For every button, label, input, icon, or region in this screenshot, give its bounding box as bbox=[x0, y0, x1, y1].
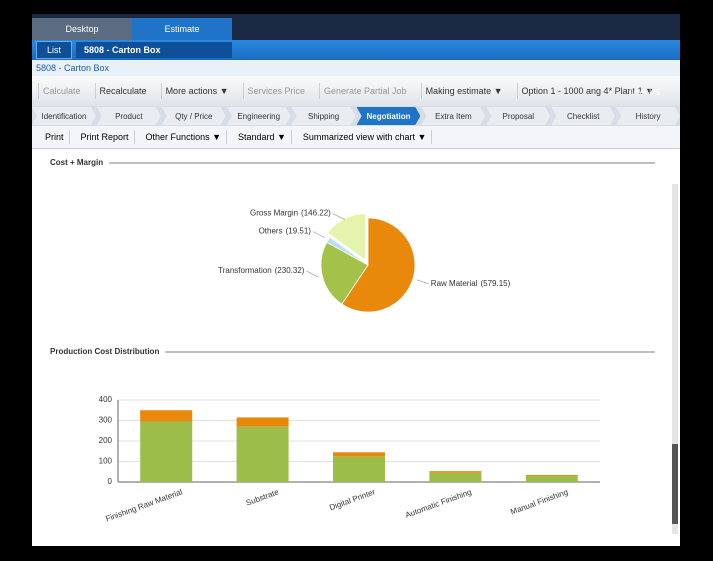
category: Others bbox=[259, 227, 283, 236]
x-tick-label: Finishing Raw Material bbox=[104, 487, 183, 523]
action-bar: Print Print Report Other Functions ▼ Standa… bbox=[32, 126, 680, 149]
category: Transformation bbox=[218, 266, 272, 275]
step-tab[interactable]: History bbox=[616, 107, 680, 125]
y-tick-label: 400 bbox=[99, 395, 113, 404]
x-tick-label: Automatic Finishing bbox=[404, 487, 473, 519]
window-tab[interactable]: Desktop bbox=[32, 18, 132, 40]
user-info: User US bbox=[630, 88, 660, 97]
action-button[interactable]: Print bbox=[40, 130, 70, 144]
value-label: (230.32) bbox=[275, 266, 305, 275]
pie-label: Gross Margin (146.22) bbox=[250, 209, 331, 218]
toolbar-button[interactable]: More actions ▼ bbox=[160, 83, 233, 99]
category: Gross Margin bbox=[250, 209, 298, 218]
toolbar-button[interactable]: Making estimate ▼ bbox=[420, 83, 507, 99]
bar bbox=[429, 472, 482, 482]
y-tick-label: 300 bbox=[99, 416, 113, 425]
bar bbox=[140, 410, 193, 422]
user: User bbox=[630, 88, 647, 97]
value-label: (146.22) bbox=[301, 209, 331, 218]
action-button[interactable]: Standard ▼ bbox=[233, 130, 292, 144]
x-tick-label: Substrate bbox=[245, 487, 281, 507]
step-tab[interactable]: Engineering bbox=[226, 107, 291, 125]
pie-slice bbox=[326, 236, 369, 266]
list-button[interactable]: List bbox=[36, 41, 73, 59]
toolbar-button[interactable]: Calculate bbox=[38, 83, 85, 99]
action-button[interactable]: Other Functions ▼ bbox=[141, 130, 227, 144]
job-header: List 5808 - Carton Box bbox=[32, 40, 680, 60]
job-title: 5808 - Carton Box bbox=[76, 42, 233, 58]
step-tab[interactable]: Shipping bbox=[291, 107, 356, 125]
bar bbox=[140, 421, 193, 482]
toolbar-button[interactable]: Generate Partial Job bbox=[319, 83, 411, 99]
toolbar-button[interactable]: Recalculate bbox=[94, 83, 151, 99]
leader-line bbox=[416, 279, 429, 285]
value-label: (19.51) bbox=[286, 227, 312, 236]
value-label: (579.15) bbox=[480, 279, 510, 288]
step-tab[interactable]: Negotiation bbox=[356, 107, 421, 125]
step-tab[interactable]: Product bbox=[96, 107, 161, 125]
scroll-thumb[interactable] bbox=[672, 444, 678, 524]
y-tick-label: 100 bbox=[99, 457, 113, 466]
pie-slice bbox=[341, 217, 416, 313]
pie-label: Transformation (230.32) bbox=[218, 266, 305, 275]
step-tab[interactable]: Qty / Price bbox=[161, 107, 226, 125]
bar bbox=[333, 452, 385, 457]
step-bar: Identification Product Qty / Price Engineer… bbox=[32, 106, 680, 126]
pie-slice bbox=[327, 213, 367, 262]
step-tab[interactable]: Proposal bbox=[486, 107, 551, 125]
step-tab[interactable]: Extra Item bbox=[421, 107, 486, 125]
step-tab[interactable]: Checklist bbox=[551, 107, 616, 125]
step-tab[interactable]: Identification bbox=[32, 107, 96, 125]
section-title: Cost + Margin bbox=[50, 158, 103, 167]
pie-slice bbox=[320, 241, 369, 305]
bar bbox=[333, 456, 385, 482]
toolbar: Calculate Recalculate More actions ▼ Servic… bbox=[32, 76, 680, 106]
window-tabs: Desktop Estimate bbox=[32, 14, 680, 40]
category: Raw Material bbox=[431, 279, 478, 288]
window-tab[interactable]: Estimate bbox=[132, 18, 232, 40]
toolbar-button[interactable]: Option 1 - 1000 ang 4* Plant 1 ▼ bbox=[516, 83, 659, 99]
bar bbox=[525, 475, 578, 477]
leader-line bbox=[312, 231, 326, 238]
leader-line bbox=[332, 213, 345, 220]
x-tick-label: Manual Finishing bbox=[509, 487, 569, 516]
y-tick-label: 200 bbox=[99, 436, 113, 445]
bar bbox=[236, 417, 289, 427]
toolbar-button[interactable]: Services Price bbox=[242, 83, 310, 99]
scrollbar[interactable] bbox=[672, 184, 678, 534]
action-button[interactable]: Print Report bbox=[76, 130, 135, 144]
bar bbox=[236, 426, 289, 482]
y-tick-label: 0 bbox=[108, 477, 113, 486]
locale: US bbox=[649, 88, 661, 97]
bar bbox=[525, 476, 578, 482]
section-title: Production Cost Distribution bbox=[50, 347, 159, 356]
leader-line bbox=[306, 270, 319, 278]
x-tick-label: Digital Printer bbox=[328, 487, 377, 512]
breadcrumb: 5808 - Carton Box bbox=[32, 60, 680, 76]
bar bbox=[429, 471, 482, 473]
action-button[interactable]: Summarized view with chart ▼ bbox=[298, 130, 433, 144]
pie-label: Others (19.51) bbox=[259, 227, 312, 236]
pie-label: Raw Material (579.15) bbox=[431, 279, 511, 288]
